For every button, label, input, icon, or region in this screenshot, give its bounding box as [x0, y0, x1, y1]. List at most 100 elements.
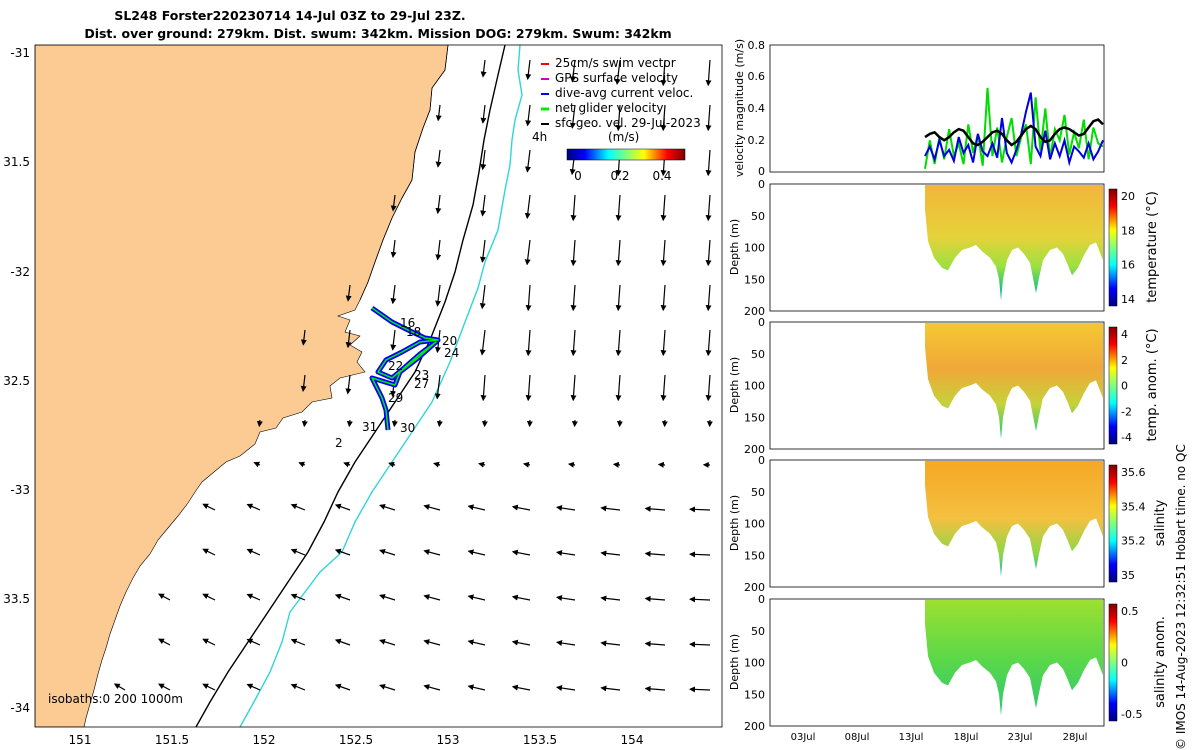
velocity-vector [479, 239, 486, 263]
velocity-vector [301, 419, 308, 428]
map-x-axis: 151 151.5 152 152.5 153 153.5 154 [69, 733, 644, 747]
velocity-vector [556, 685, 576, 691]
velocity-vector [660, 284, 667, 312]
track-day-labels: 16 18 20 24 22 23 27 29 30 31 2 [335, 316, 459, 450]
velocity-vector [246, 683, 261, 691]
map-frame [34, 44, 723, 728]
velocity-vector [511, 504, 531, 511]
y-tick-label: 31.5 [3, 155, 30, 169]
velocity-vector [480, 149, 487, 171]
velocity-vector [600, 595, 621, 602]
velocity-vector [345, 374, 352, 395]
velocity-vector [689, 506, 711, 513]
glider-track [369, 305, 441, 431]
velocity-vector [689, 551, 711, 558]
velocity-vector [290, 503, 306, 511]
speed-colorbar [566, 148, 686, 161]
x-tick-label: 152 [253, 733, 276, 747]
colorbar-label: salinity [1153, 499, 1168, 546]
y-tick-label: 0.2 [748, 134, 766, 147]
velocity-vector [600, 505, 621, 512]
salinity-anomaly-panel: Depth (m) salinity anom. [728, 598, 1168, 727]
velocity-vector [511, 549, 531, 556]
salinity-colorbar [1108, 464, 1118, 583]
depth-tick-label: 0 [758, 178, 765, 191]
legend-item: net glider velocity [541, 101, 663, 115]
section-tick-labels: 05010015020020181614050100150200420-2-40… [744, 178, 1146, 743]
velocity-vector [705, 239, 712, 267]
velocity-vector [334, 503, 351, 511]
depth-tick-label: 0 [758, 316, 765, 329]
depth-tick-label: 150 [744, 411, 765, 424]
velocity-vector [479, 329, 486, 356]
velocity-vector [346, 419, 353, 428]
velocity-vector [612, 461, 621, 468]
velocity-vector [390, 239, 397, 258]
velocity-vector [615, 329, 622, 357]
velocity-vector [467, 684, 486, 691]
colorbar-label: salinity anom. [1153, 616, 1168, 708]
velocity-vector [615, 374, 622, 402]
velocity-vector [290, 638, 306, 646]
velocity-y-label: velocity magnitude (m/s) [733, 39, 746, 177]
velocity-series-line [924, 118, 1104, 147]
isobath-legend: isobaths:0 200 1000m [48, 692, 183, 706]
x-tick-label: 151.5 [155, 733, 189, 747]
velocity-vector [467, 504, 486, 511]
velocity-vector [705, 149, 712, 177]
velocity-vector [435, 104, 442, 122]
velocity-vector [660, 329, 667, 357]
y-tick-label: -33 [10, 483, 30, 497]
colorbar-tick-label: -4 [1121, 431, 1132, 444]
velocity-series-line [924, 92, 1104, 167]
colorbar-tick-label: -0.5 [1121, 708, 1142, 721]
salinity-anomaly-colorbar [1108, 603, 1118, 722]
y-tick-label: 0 [758, 165, 765, 178]
x-tick-label: 153.5 [523, 733, 557, 747]
velocity-vector [202, 638, 216, 646]
velocity-vector [246, 638, 261, 646]
map-legend: 25cm/s swim vector GPS surface velocity … [532, 56, 701, 183]
y-tick-label: 32.5 [3, 374, 30, 388]
temperature-section-fill [925, 185, 1103, 301]
velocity-vector [600, 550, 621, 557]
velocity-vector [615, 284, 622, 312]
velocity-vector [253, 461, 261, 468]
track-label: 22 [388, 359, 403, 373]
velocity-vector [246, 548, 261, 556]
velocity-vector [480, 104, 487, 124]
track-label: 24 [444, 346, 459, 360]
legend-item: dive-avg current veloc. [541, 86, 693, 100]
velocity-vector [556, 550, 576, 556]
velocity-vector [525, 59, 532, 81]
legend-label: GPS surface velocity [555, 71, 678, 85]
velocity-vector [480, 194, 487, 217]
velocity-vector [525, 374, 532, 402]
x-tick-label: 154 [621, 733, 644, 747]
velocity-vector [615, 239, 622, 267]
salinity-anomaly-section-fill [925, 600, 1103, 716]
depth-tick-label: 200 [744, 720, 765, 733]
velocity-vector [436, 419, 443, 428]
velocity-vector [343, 461, 351, 468]
velocity-vector [480, 59, 487, 78]
date-tick-label: 08Jul [845, 732, 870, 743]
velocity-vector [660, 239, 667, 267]
velocity-vector [390, 329, 397, 351]
velocity-vector [379, 503, 396, 511]
velocity-vector [300, 329, 307, 346]
velocity-vector [660, 59, 667, 87]
velocity-vector [705, 104, 712, 132]
velocity-vector [345, 284, 352, 302]
velocity-vector [556, 505, 576, 511]
velocity-vector [246, 593, 261, 601]
legend-label: sfc geo. vel. 29-Jul-2023 [555, 116, 701, 130]
velocity-vector [345, 329, 352, 349]
isobath-200m [195, 45, 506, 727]
colorbar-tick: 0.2 [610, 169, 629, 183]
colorbar-tick: 0 [574, 169, 582, 183]
colorbar-tick: 0.4 [652, 169, 671, 183]
track-label: 16 [400, 316, 415, 330]
velocity-vector [379, 548, 396, 556]
velocity-y-ticks: 0 0.2 0.4 0.6 0.8 [748, 39, 766, 178]
